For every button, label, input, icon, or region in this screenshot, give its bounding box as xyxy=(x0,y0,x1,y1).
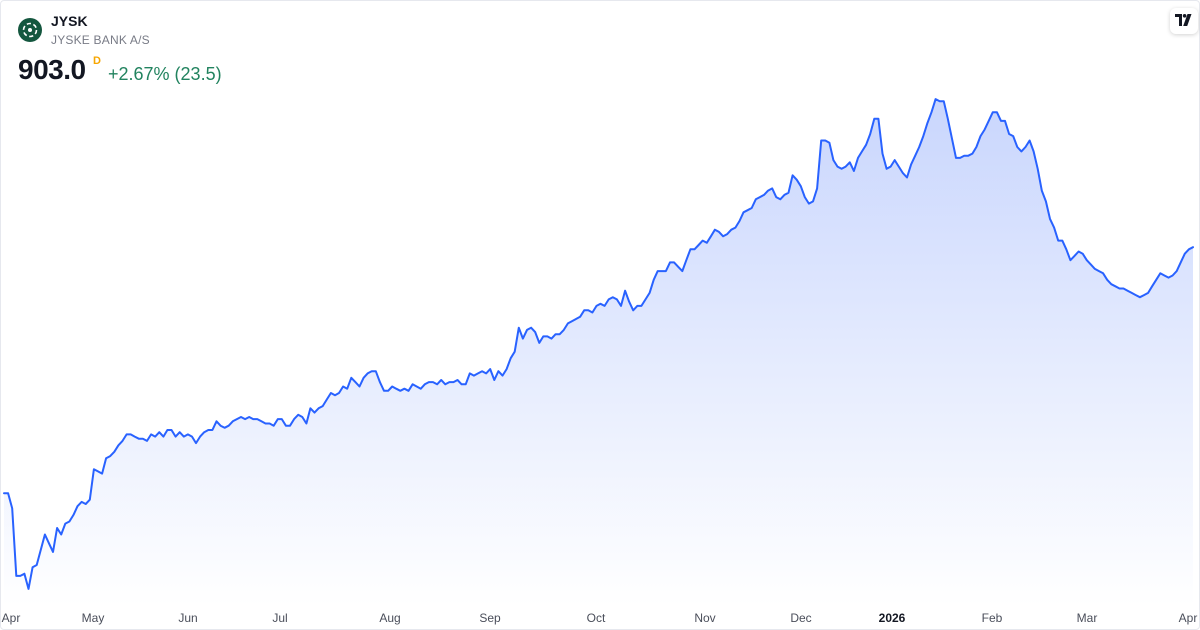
price-area-fill xyxy=(4,99,1193,606)
x-tick-label: Apr xyxy=(1179,611,1198,625)
ticker-symbol[interactable]: JYSK xyxy=(51,13,88,29)
x-tick-label: Nov xyxy=(694,611,715,625)
x-axis: Apr May Jun Jul Aug Sep Oct Nov Dec 2026 Feb Mar Apr xyxy=(2,611,1198,625)
x-tick-label: May xyxy=(82,611,105,625)
x-tick-label: Mar xyxy=(1077,611,1098,625)
x-tick-label: Feb xyxy=(982,611,1003,625)
price-line xyxy=(3,98,1194,590)
x-tick-label: Aug xyxy=(379,611,400,625)
x-tick-label: Oct xyxy=(587,611,606,625)
company-name: JYSKE BANK A/S xyxy=(51,33,150,47)
x-tick-label: Sep xyxy=(479,611,501,625)
x-tick-label: Jun xyxy=(178,611,197,625)
jyske-bank-logo-icon[interactable] xyxy=(18,18,42,42)
tradingview-logo-icon[interactable] xyxy=(1170,8,1198,34)
x-tick-label: 2026 xyxy=(879,611,906,625)
x-tick-label: Jul xyxy=(272,611,287,625)
price-change: +2.67% (23.5) xyxy=(108,64,222,84)
x-tick-label: Apr xyxy=(2,611,21,625)
x-tick-label: Dec xyxy=(790,611,811,625)
delay-badge: D xyxy=(93,55,101,67)
last-price: 903.0 xyxy=(18,54,86,85)
